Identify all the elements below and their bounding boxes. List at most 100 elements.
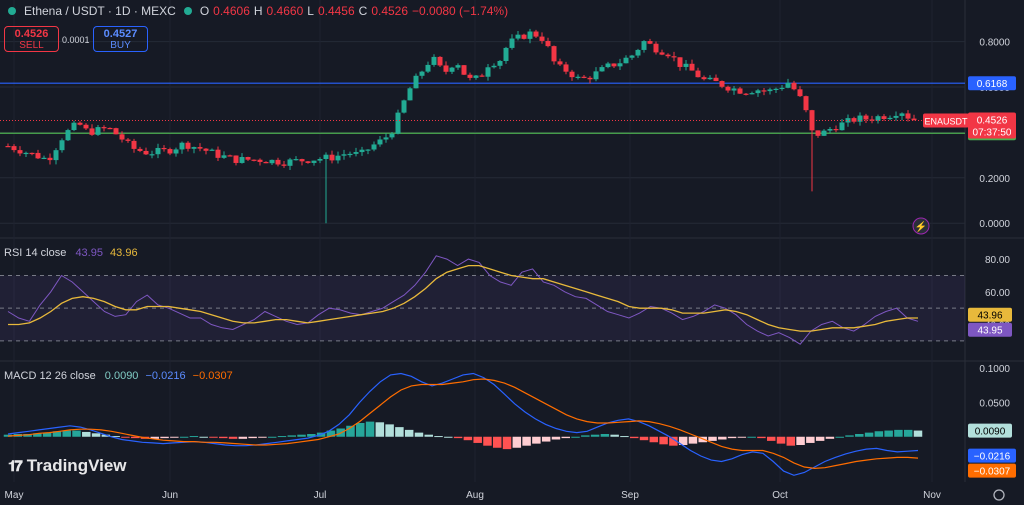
- macd-histogram-bar: [179, 436, 189, 438]
- candle-body: [773, 88, 779, 91]
- candle-body: [71, 122, 77, 131]
- macd-legend[interactable]: MACD 12 26 close 0.0090 −0.0216 −0.0307: [4, 370, 233, 382]
- macd-histogram-bar: [434, 436, 443, 438]
- high-value: 0.4660: [266, 4, 304, 18]
- candle-body: [113, 128, 119, 135]
- candle-body: [173, 149, 179, 154]
- macd-histogram-bar: [219, 436, 228, 439]
- candle-body: [797, 89, 803, 97]
- macd-histogram-bar: [688, 436, 698, 444]
- candle-body: [707, 77, 713, 80]
- candle-body: [719, 81, 725, 87]
- macd-histogram-bar: [894, 429, 903, 437]
- candle-body: [515, 34, 521, 39]
- macd-histogram-bar: [483, 436, 492, 446]
- candle-body: [197, 147, 203, 149]
- candle-body: [449, 67, 455, 72]
- time-axis-label: Jul: [314, 490, 327, 501]
- time-axis-label: Oct: [772, 490, 788, 501]
- candle-body: [731, 88, 737, 91]
- macd-histogram-bar: [776, 436, 786, 444]
- buy-button[interactable]: 0.4527 BUY: [93, 26, 148, 52]
- macd-histogram-bar: [199, 436, 208, 438]
- macd-histogram-bar: [493, 436, 502, 448]
- tradingview-logo-icon: 𝟏𝟕: [8, 457, 23, 475]
- candle-body: [599, 67, 605, 72]
- macd-line-legend-value: −0.0216: [145, 370, 186, 382]
- candle-body: [83, 124, 89, 129]
- candle-body: [803, 96, 809, 111]
- time-axis-label: Sep: [621, 490, 639, 501]
- macd-histogram-bar: [424, 434, 433, 437]
- candle-body: [857, 115, 863, 122]
- candle-body: [77, 122, 83, 125]
- candle-body: [365, 149, 371, 151]
- macd-histogram-bar: [903, 429, 913, 437]
- candle-body: [881, 116, 887, 120]
- candle-body: [713, 77, 719, 82]
- macd-histogram-bar: [737, 436, 747, 438]
- settings-gear-icon: [993, 489, 1005, 501]
- time-axis-label: May: [5, 490, 24, 501]
- candle-body: [11, 146, 17, 151]
- candle-body: [581, 76, 587, 78]
- macd-axis-tick: 0.0500: [979, 398, 1010, 409]
- sell-button[interactable]: 0.4526 SELL: [4, 26, 59, 52]
- macd-histogram-bar: [33, 433, 42, 437]
- candle-body: [785, 82, 791, 88]
- candle-body: [431, 56, 437, 65]
- candle-body: [185, 142, 191, 149]
- macd-histogram-bar: [796, 436, 805, 445]
- macd-histogram-bar: [463, 436, 473, 441]
- candle-body: [245, 157, 251, 160]
- candle-body: [521, 34, 527, 39]
- candle-body: [557, 61, 563, 65]
- rsi-legend[interactable]: RSI 14 close 43.95 43.96: [4, 247, 138, 259]
- candle-body: [629, 55, 635, 58]
- candle-body: [623, 57, 629, 64]
- candle-body: [317, 158, 323, 161]
- tradingview-watermark: 𝟏𝟕 TradingView: [8, 456, 127, 476]
- candle-body: [905, 113, 911, 119]
- candle-body: [509, 38, 515, 48]
- candle-body: [5, 146, 11, 148]
- macd-histogram-bar: [532, 436, 541, 444]
- candle-body: [107, 127, 113, 130]
- candle-body: [167, 149, 173, 154]
- symbol-title[interactable]: Ethena / USDT · 1D · MEXC: [24, 4, 176, 18]
- candle-body: [29, 152, 35, 155]
- candle-body: [743, 93, 749, 95]
- change-value: −0.0080 (−1.74%): [412, 4, 509, 18]
- candle-body: [851, 118, 857, 122]
- candle-body: [17, 150, 23, 154]
- macd-histogram-bar: [346, 425, 355, 437]
- candle-body: [191, 147, 197, 149]
- macd-histogram-bar: [473, 436, 482, 443]
- rsi-line: [7, 255, 919, 345]
- macd-histogram-bar: [72, 430, 81, 437]
- candle-body: [479, 75, 485, 77]
- candle-body: [407, 88, 413, 101]
- candle-body: [701, 77, 707, 80]
- candle-body: [53, 150, 59, 161]
- macd-histogram-bar: [874, 431, 884, 437]
- candle-body: [899, 113, 905, 116]
- macd-histogram-bar: [727, 436, 737, 439]
- candle-body: [695, 70, 701, 78]
- candle-body: [143, 150, 149, 155]
- macd-histogram-bar: [718, 436, 727, 440]
- candle-body: [767, 89, 773, 92]
- candle-body: [353, 152, 359, 154]
- macd-histogram-bar: [277, 436, 287, 438]
- candle-body: [677, 57, 683, 67]
- candle-body: [119, 134, 125, 140]
- status-dot-icon: [8, 7, 16, 15]
- macd-histogram-bar: [111, 436, 120, 438]
- candle-body: [101, 127, 107, 129]
- candle-body: [125, 139, 131, 141]
- alert-lightning-icon: [912, 217, 930, 235]
- candle-body: [161, 147, 167, 150]
- macd-histogram-bar: [766, 436, 776, 441]
- macd-histogram-bar: [395, 427, 404, 437]
